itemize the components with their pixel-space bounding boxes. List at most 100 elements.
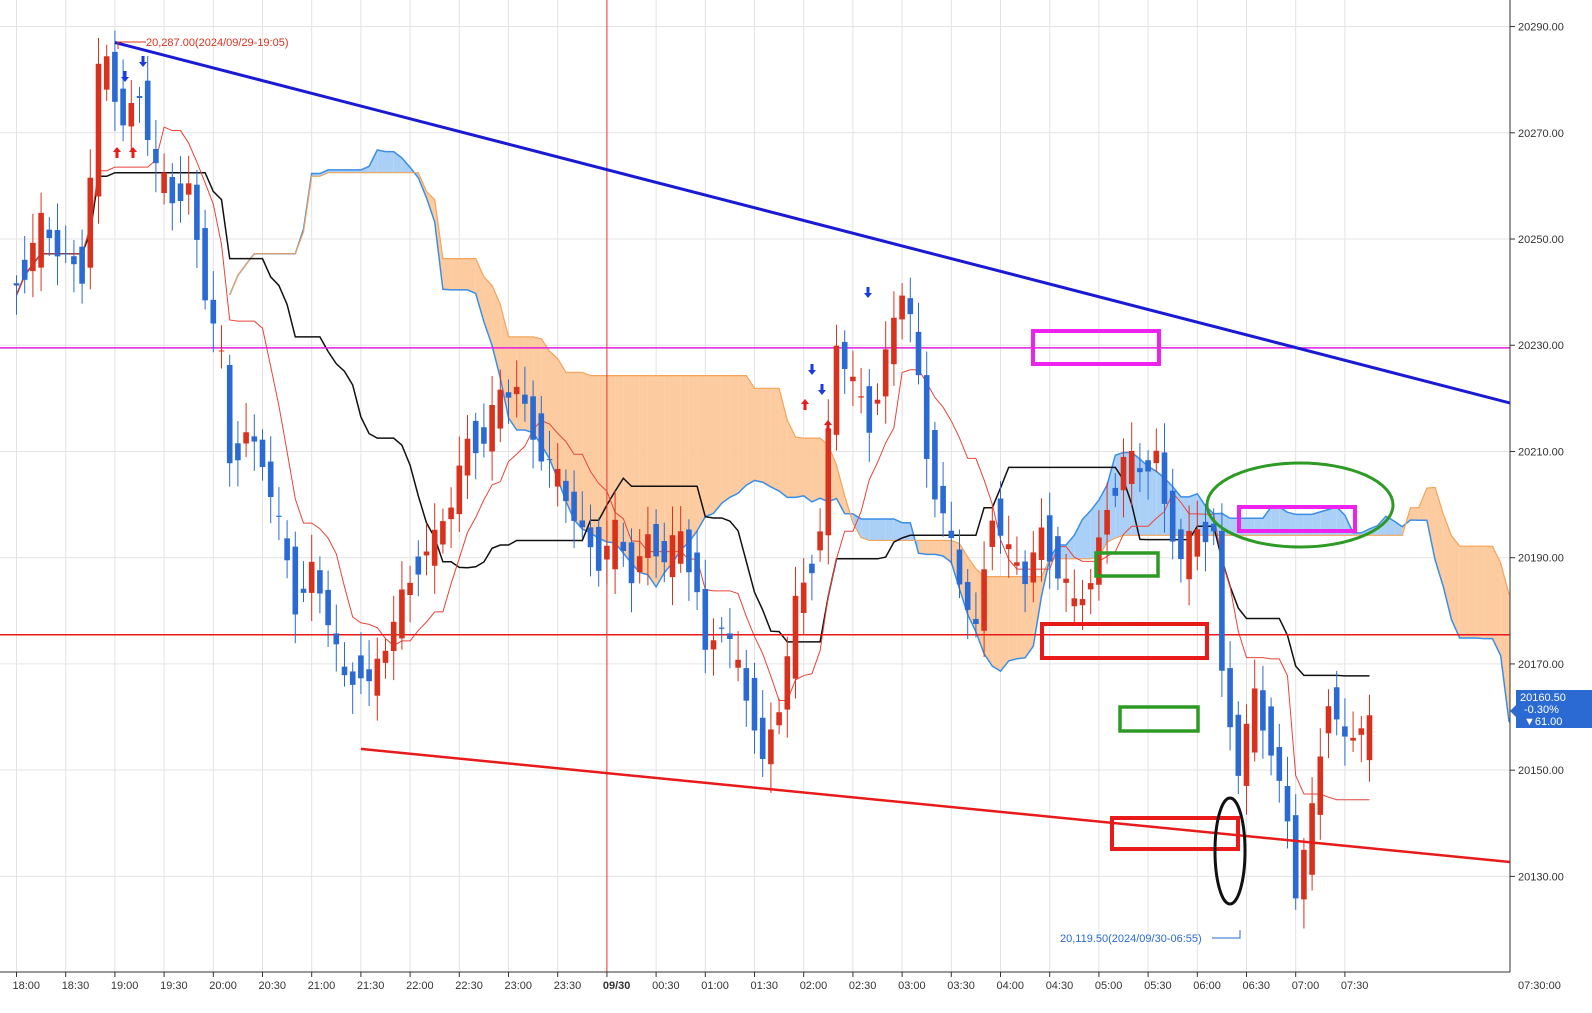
candle-body (1243, 723, 1250, 786)
candle-body (940, 485, 946, 514)
candle-body (1366, 715, 1373, 761)
cloud-segment (754, 388, 763, 483)
high-annotation-label: 20,287.00(2024/09/29-19:05) (146, 37, 289, 49)
candle-body (177, 183, 184, 202)
candle-body (923, 375, 930, 459)
x-tick-label: 07:00 (1292, 980, 1320, 992)
candle-body (825, 428, 832, 536)
cloud-segment (1459, 546, 1468, 639)
cloud-segment (1148, 466, 1157, 536)
candle-body (1317, 756, 1324, 815)
grid (0, 0, 1510, 972)
cloud-segment (1025, 576, 1034, 658)
cloud-segment (483, 276, 493, 346)
candle-body (1235, 714, 1242, 776)
cloud-segment (1279, 507, 1288, 536)
magenta-box-lower (1237, 505, 1357, 533)
candle-body (358, 655, 364, 679)
cloud-segment (861, 518, 870, 541)
magenta-box-upper (1031, 329, 1161, 366)
cloud-segment (606, 375, 616, 544)
candle-body (956, 549, 963, 585)
cloud-segment (1139, 459, 1149, 536)
candle-body (259, 439, 266, 467)
candle-body (103, 56, 110, 90)
candle-body (579, 520, 586, 528)
plot-area (0, 0, 1510, 972)
candle-body (267, 461, 274, 498)
x-tick-label: 18:00 (13, 980, 41, 992)
cloud-segment (697, 375, 706, 531)
candle-body (710, 640, 717, 650)
candle-body (284, 538, 290, 561)
candle-body (390, 621, 397, 652)
cloud-segment (1451, 535, 1460, 639)
x-tick-label: 03:00 (898, 980, 926, 992)
x-tick-label: 19:00 (111, 980, 139, 992)
candle-body (669, 535, 676, 578)
candle-body (1251, 688, 1258, 753)
candle-body (456, 465, 463, 515)
x-tick-label: 18:30 (62, 980, 90, 992)
cloud-segment (664, 375, 673, 573)
cloud-segment (385, 151, 394, 173)
price-tag-change: ▼61.00 (1524, 716, 1562, 728)
senkou-span-b (229, 172, 1510, 596)
candle-body (276, 515, 282, 517)
candle-body (554, 468, 561, 487)
up-arrow-icon (824, 420, 832, 431)
candle-body (1342, 726, 1348, 737)
candle-body (300, 588, 307, 593)
candle-body (718, 627, 725, 629)
down-arrow-icon (808, 364, 816, 375)
x-tick-label: 00:30 (652, 980, 680, 992)
cloud-segment (1082, 510, 1091, 559)
candle-body (751, 677, 758, 731)
candle-body (308, 561, 315, 593)
candle-body (226, 364, 233, 464)
candle-body (1120, 456, 1127, 491)
cloud-segment (377, 149, 386, 173)
cloud-segment (680, 375, 689, 551)
candle-body (1186, 530, 1192, 580)
candle-body (522, 394, 528, 404)
candle-body (440, 521, 446, 545)
candle-body (1153, 450, 1160, 464)
candle-body (349, 671, 356, 685)
candle-body (79, 246, 85, 284)
cloud-segment (1500, 563, 1509, 721)
x-tick-label: 21:00 (308, 980, 336, 992)
cloud-segment (1074, 519, 1083, 559)
candle-body (899, 295, 905, 320)
candle-body (1137, 468, 1143, 473)
cloud-segment (1230, 518, 1239, 536)
candle-body (850, 376, 856, 382)
candle-body (833, 345, 840, 435)
cloud-segment (1435, 487, 1444, 587)
candle-body (382, 650, 389, 663)
price-tag-box (1516, 690, 1592, 728)
candle-body (399, 589, 405, 639)
candle-body (407, 582, 413, 595)
candle-body (768, 729, 774, 765)
signal-arrows (113, 56, 872, 431)
cloud-segment (713, 375, 722, 514)
candle-body (571, 491, 577, 521)
candle-body (1268, 706, 1274, 756)
down-arrow-icon (139, 56, 147, 67)
candle-body (46, 229, 53, 239)
cloud-segment (705, 375, 714, 517)
red-trendline (360, 747, 1510, 864)
cloud-segment (877, 518, 886, 541)
x-tick-label: 01:30 (751, 980, 779, 992)
candle-body (817, 531, 823, 551)
cloud-segment (508, 336, 517, 431)
candle-body (1309, 803, 1315, 875)
cloud-segment (1484, 546, 1493, 639)
candle-body (185, 183, 192, 195)
candle-body (448, 507, 454, 520)
x-tick-label: 02:00 (800, 980, 828, 992)
candle-body (915, 331, 922, 376)
candle-body (497, 389, 504, 429)
